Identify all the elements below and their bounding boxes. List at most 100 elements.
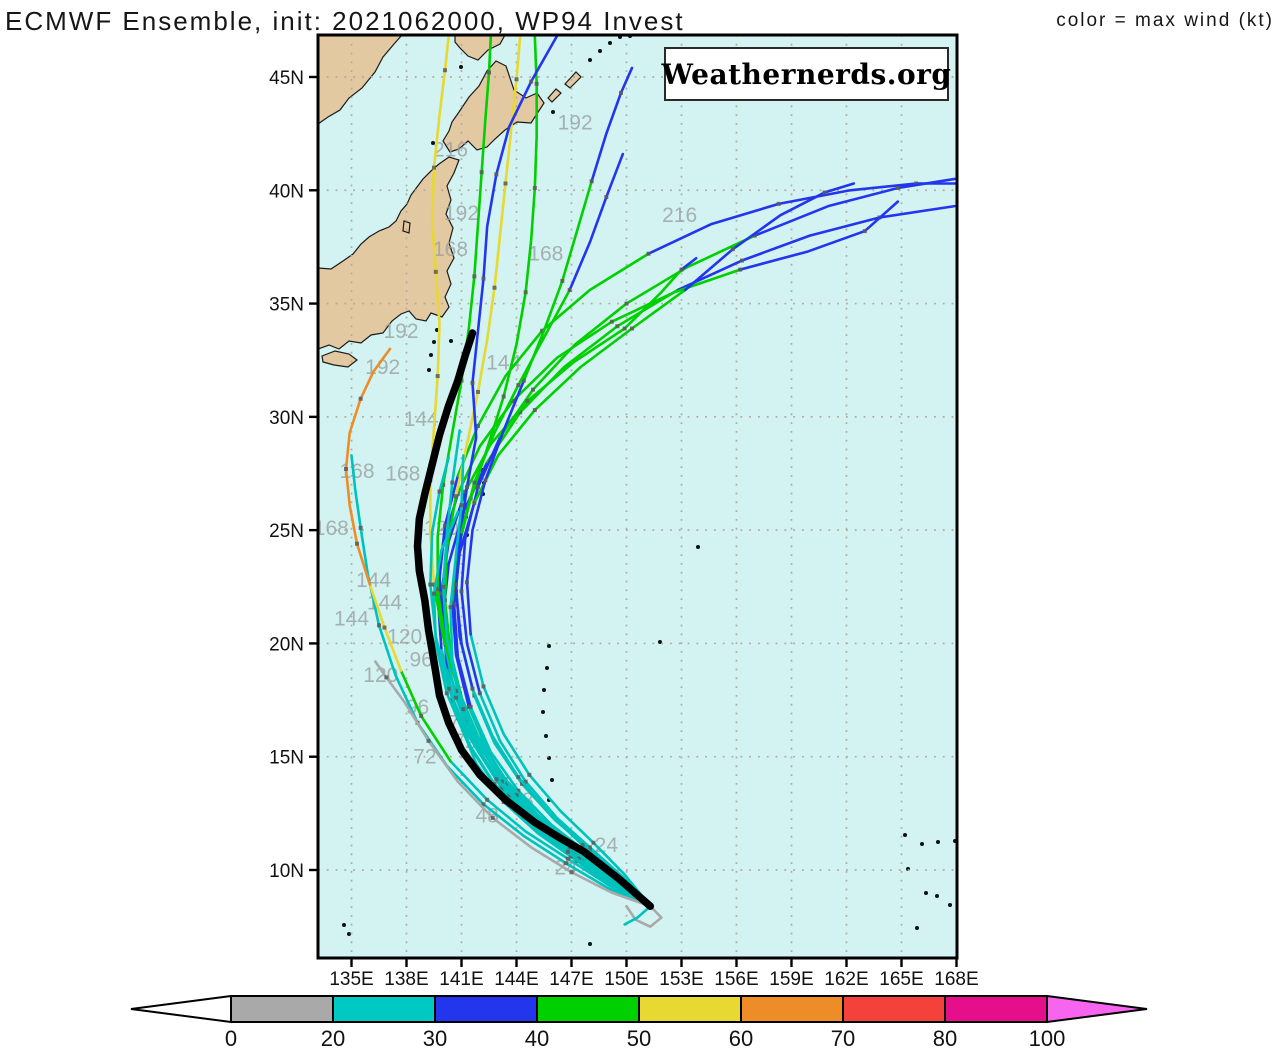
- track-marker: [477, 691, 482, 696]
- track-marker: [470, 686, 475, 691]
- island-dot: [431, 141, 435, 145]
- track-marker: [384, 675, 389, 680]
- colorbar-label: 100: [1029, 1026, 1066, 1051]
- track-marker: [475, 389, 480, 394]
- ensemble-track: [429, 456, 652, 908]
- track-marker: [540, 328, 545, 333]
- track-marker: [567, 287, 572, 292]
- track-marker: [450, 600, 455, 605]
- colorbar-segment: [740, 995, 844, 1023]
- track-marker: [448, 605, 453, 610]
- track-marker: [479, 170, 484, 175]
- island-dot: [658, 640, 662, 644]
- track-marker: [494, 172, 499, 177]
- track-marker: [503, 181, 508, 186]
- island-dot: [542, 688, 546, 692]
- track-marker: [499, 779, 504, 784]
- hour-label: 144: [334, 608, 369, 631]
- island-dot: [459, 65, 463, 69]
- colorbar-label: 50: [627, 1026, 651, 1051]
- colorbar-segment: [638, 995, 742, 1023]
- track-marker: [569, 870, 574, 875]
- track-marker: [431, 591, 436, 596]
- track-marker: [490, 815, 495, 820]
- ensemble-track: [374, 660, 652, 908]
- colorbar-label: 40: [525, 1026, 549, 1051]
- ensemble-track: [432, 510, 652, 908]
- lon-tick-label: 168E: [934, 969, 978, 990]
- track-marker: [439, 591, 444, 596]
- island-dot: [924, 891, 928, 895]
- track-marker: [455, 491, 460, 496]
- track-marker: [435, 374, 440, 379]
- track-marker: [492, 285, 497, 290]
- track-marker: [565, 849, 570, 854]
- track-marker: [475, 423, 480, 428]
- island-dot: [696, 545, 700, 549]
- lon-tick-label: 156E: [714, 969, 758, 990]
- map-layers: 2424244848727272969612012012014414414414…: [314, 35, 957, 958]
- track-marker: [516, 788, 521, 793]
- colorbar-note: color = max wind (kt): [1056, 10, 1274, 31]
- track-marker: [354, 541, 359, 546]
- track-marker: [738, 267, 743, 272]
- ensemble-track: [623, 904, 652, 926]
- colorbar-segment: [842, 995, 946, 1023]
- hour-label: 168: [385, 462, 420, 485]
- track-marker: [470, 380, 475, 385]
- track-marker: [472, 480, 477, 485]
- lon-tick-label: 150E: [604, 969, 648, 990]
- island-dot: [588, 58, 592, 62]
- track-marker: [442, 68, 447, 73]
- colorbar-segment: [230, 995, 334, 1023]
- island-dot: [541, 710, 545, 714]
- track-marker: [591, 840, 596, 845]
- island-dot: [427, 368, 431, 372]
- track-marker: [895, 186, 900, 191]
- track-marker: [507, 793, 512, 798]
- track-marker: [580, 843, 585, 848]
- colorbar-label: 0: [225, 1026, 237, 1051]
- ocean: [318, 35, 957, 958]
- track-marker: [629, 326, 634, 331]
- track-marker: [433, 269, 438, 274]
- track-marker: [472, 500, 477, 505]
- lon-tick-label: 144E: [494, 969, 538, 990]
- track-marker: [516, 775, 521, 780]
- track-marker: [464, 485, 469, 490]
- track-marker: [739, 258, 744, 263]
- hour-label: 216: [662, 204, 697, 227]
- track-marker: [523, 290, 528, 295]
- lon-tick-label: 147E: [549, 969, 593, 990]
- track-marker: [587, 847, 592, 852]
- ensemble-track: [456, 268, 742, 496]
- hour-label: 192: [558, 111, 593, 134]
- mean-track: [413, 329, 655, 910]
- hour-label: 72: [413, 746, 436, 769]
- track-marker: [441, 584, 446, 589]
- track-marker: [776, 201, 781, 206]
- track-marker: [344, 466, 349, 471]
- track-marker: [514, 793, 519, 798]
- watermark-text: Weathernerds.org: [661, 57, 952, 91]
- hour-label: 168: [314, 517, 349, 540]
- track-marker: [453, 494, 458, 499]
- coastline: [442, 60, 545, 153]
- track-marker: [481, 276, 486, 281]
- track-marker: [914, 181, 919, 186]
- track-marker: [521, 378, 526, 383]
- track-marker: [426, 738, 431, 743]
- track-marker: [494, 777, 499, 782]
- track-marker: [459, 589, 464, 594]
- track-marker: [441, 482, 446, 487]
- colorbar-segment: [944, 995, 1048, 1023]
- track-marker: [518, 410, 523, 415]
- track-marker: [446, 686, 451, 691]
- lat-tick-label: 35N: [269, 295, 304, 316]
- colorbar-label: 80: [933, 1026, 957, 1051]
- track-marker: [481, 802, 486, 807]
- map-frame: [316, 33, 959, 960]
- ensemble-track: [498, 234, 757, 439]
